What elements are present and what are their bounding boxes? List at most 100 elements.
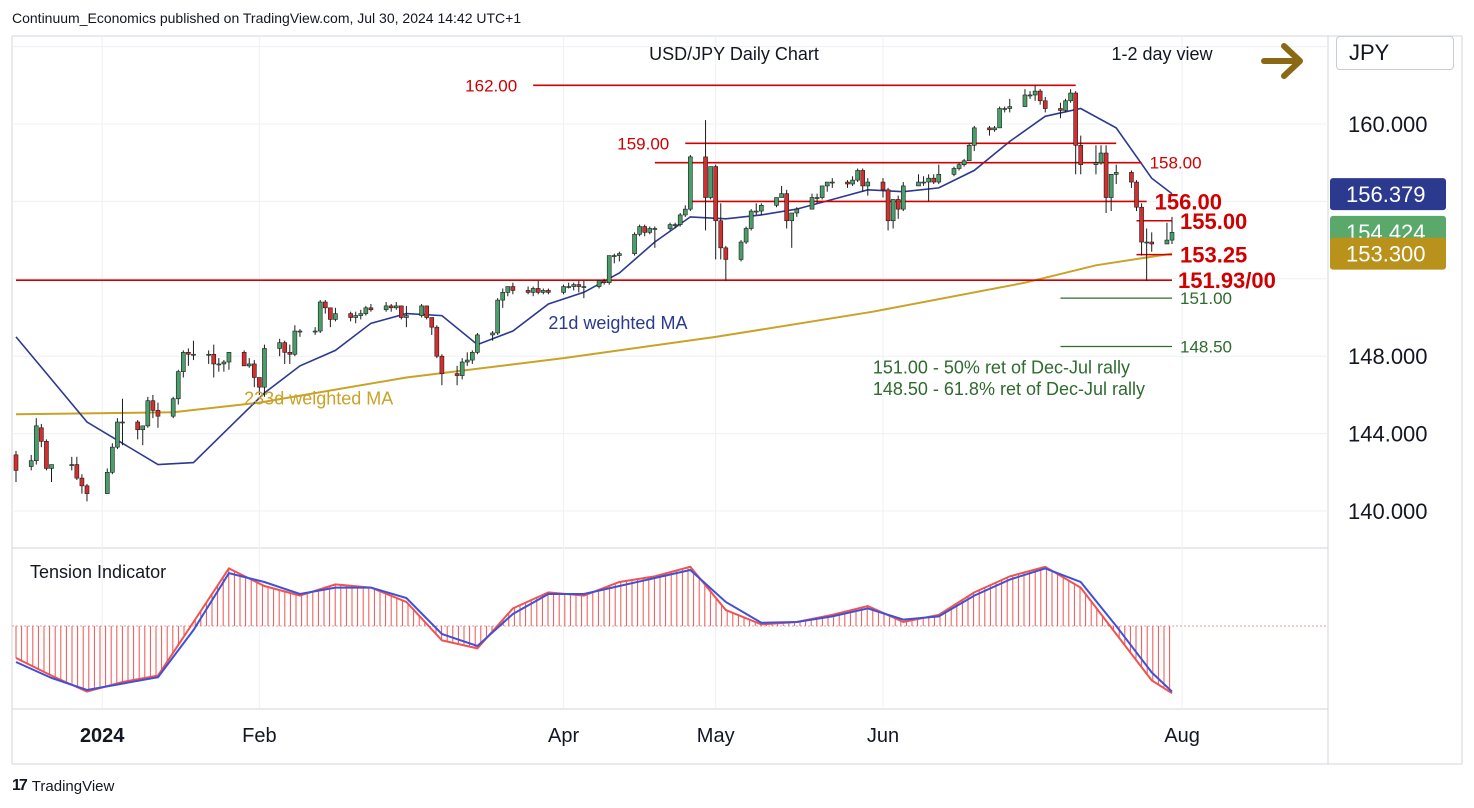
candle: [561, 284, 566, 295]
y-tick-label: 160.000: [1348, 112, 1428, 137]
candle: [647, 226, 653, 235]
candle-body: [855, 170, 860, 181]
candle: [931, 174, 937, 184]
candle-body: [206, 353, 211, 356]
candle-body: [779, 193, 784, 198]
candle: [850, 176, 855, 186]
candle-body: [895, 199, 901, 210]
candle: [677, 213, 683, 227]
candle-body: [1098, 152, 1104, 163]
candle: [312, 327, 318, 335]
candle: [753, 203, 759, 215]
candle: [723, 245, 729, 281]
x-tick-label: 2024: [80, 725, 125, 747]
candle-body: [257, 377, 262, 388]
candle: [845, 180, 850, 188]
candle-body: [135, 421, 140, 431]
candle-body: [439, 355, 445, 374]
candle-body: [956, 164, 962, 169]
candle-body: [69, 464, 75, 466]
candle-body: [971, 127, 977, 146]
level-label: 153.25: [1180, 243, 1247, 268]
candle: [424, 305, 429, 320]
candle-body: [814, 197, 820, 199]
candle-body: [115, 421, 120, 448]
candle: [779, 185, 784, 198]
level-label: 156.00: [1155, 189, 1222, 214]
ma21-line: [15, 107, 1173, 466]
candle-body: [1129, 172, 1134, 183]
candle-body: [322, 301, 328, 309]
candle: [987, 125, 992, 136]
x-tick-label: Feb: [242, 725, 276, 747]
candle: [535, 280, 541, 295]
candle-body: [632, 233, 637, 254]
candle: [419, 303, 424, 318]
candle-body: [1078, 144, 1084, 165]
candle-body: [921, 181, 926, 184]
candle: [353, 311, 359, 324]
tradingview-logo-text: TradingView: [31, 777, 115, 795]
y-tick-label: 148.000: [1348, 344, 1428, 369]
candle: [1002, 106, 1007, 113]
candle-body: [617, 253, 622, 256]
candle: [829, 178, 835, 188]
candle-body: [459, 361, 465, 376]
candle: [175, 369, 181, 405]
candle-body: [992, 127, 997, 131]
candle-body: [1134, 181, 1139, 208]
candle-body: [155, 410, 161, 417]
candle: [819, 185, 825, 200]
candle-body: [292, 330, 298, 355]
candle-body: [226, 352, 232, 363]
candle-body: [505, 286, 511, 293]
candle-body: [880, 181, 886, 191]
candle: [490, 331, 495, 341]
candle: [211, 344, 217, 378]
candle: [500, 288, 506, 308]
candle-body: [383, 305, 389, 311]
candle: [150, 394, 156, 419]
candle: [1098, 145, 1104, 165]
candle-body: [277, 342, 282, 349]
candle: [794, 207, 800, 217]
candle-body: [718, 220, 724, 249]
candle-body: [1032, 90, 1038, 96]
candle-body: [916, 181, 921, 187]
candle-body: [759, 204, 764, 212]
candle: [601, 278, 607, 285]
tradingview-logo[interactable]: 17 TradingView: [12, 777, 114, 795]
candle-body: [667, 224, 673, 229]
candle-body: [104, 471, 110, 494]
candle: [191, 340, 196, 361]
candle-body: [936, 174, 942, 183]
candle-body: [546, 290, 551, 293]
candle-body: [1139, 206, 1144, 243]
chart-annotation: 148.50 - 61.8% ret of Dec-Jul rally: [873, 379, 1145, 399]
candle: [566, 282, 571, 289]
candle: [1022, 89, 1028, 107]
candle-body: [1042, 100, 1048, 109]
candle-body: [561, 286, 566, 293]
candle: [257, 377, 262, 395]
candle-body: [363, 307, 369, 314]
candle: [1058, 102, 1063, 119]
candle: [33, 418, 39, 465]
candle-body: [566, 286, 571, 288]
candle: [865, 178, 871, 196]
price-tag-label: 153.300: [1346, 242, 1426, 267]
candle: [748, 209, 754, 231]
candle: [28, 454, 34, 471]
candle-body: [611, 255, 617, 257]
candle: [596, 280, 602, 289]
candle-body: [287, 352, 293, 355]
candle-body: [596, 280, 602, 287]
candle-body: [39, 427, 44, 442]
candle-body: [1007, 106, 1013, 109]
candle-body: [140, 425, 146, 431]
candle-body: [845, 181, 850, 185]
candle: [282, 340, 288, 364]
candle-body: [677, 214, 683, 225]
candle-body: [824, 181, 830, 187]
level-label: 151.93/00: [1178, 268, 1276, 293]
